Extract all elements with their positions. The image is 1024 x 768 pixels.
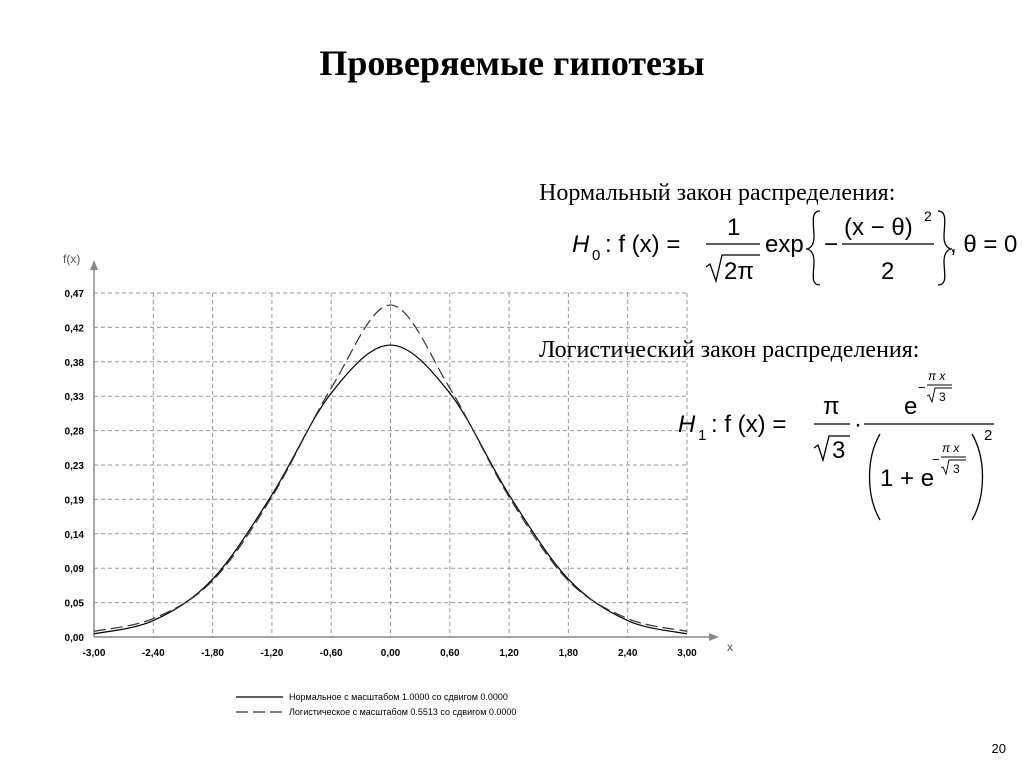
- x-tick-label: 0,00: [381, 648, 401, 659]
- h1-den-exponent-num: π x: [942, 441, 960, 455]
- x-tick-label: 3,00: [677, 648, 697, 659]
- h1-dot: ·: [854, 411, 862, 438]
- y-tick-label: 0,23: [65, 461, 85, 472]
- h1-right-paren: [971, 433, 984, 521]
- h0-exp-denominator: 2: [881, 258, 894, 285]
- x-tick-label: -1,20: [261, 648, 284, 659]
- h0-condition: , θ = 0: [950, 231, 1017, 258]
- y-tick-label: 0,33: [65, 392, 85, 403]
- h0-sqrt-sign: [705, 254, 760, 284]
- h1-e: e: [904, 393, 917, 420]
- h0-func: : f (x) =: [605, 231, 680, 258]
- y-tick-label: 0,19: [65, 495, 85, 506]
- h0-left-brace: [805, 210, 821, 286]
- x-tick-label: 2,40: [618, 648, 638, 659]
- h1-exponent-sqrt-arg: 3: [939, 390, 946, 404]
- h1-subscript: 1: [698, 427, 706, 444]
- axes: [90, 260, 719, 641]
- x-axis-arrow: [709, 633, 719, 641]
- y-tick-label: 0,05: [65, 599, 85, 610]
- y-tick-label: 0,47: [65, 289, 85, 300]
- h1-pi: π: [823, 393, 840, 420]
- tick-labels: -3,00 -2,40 -1,80 -1,20 -0,60 0,00 0,60 1,20 1,8…: [65, 289, 698, 659]
- y-tick-label: 0,28: [65, 427, 85, 438]
- grid: [94, 292, 688, 637]
- h1-heading: Логистический закон распределения:: [539, 337, 920, 363]
- x-tick-label: -1,80: [201, 648, 224, 659]
- x-tick-label: -2,40: [142, 648, 165, 659]
- h0-heading: Нормальный закон распределения:: [539, 180, 896, 206]
- slide-title: Проверяемые гипотезы: [319, 43, 705, 83]
- h1-den-exponent-sqrt: [940, 459, 966, 476]
- x-axis-label: x: [727, 640, 733, 654]
- legend: Нормальное с масштабом 1.0000 со сдвигом…: [236, 692, 516, 717]
- series-line-1: [93, 344, 688, 635]
- legend-label-2: Логистическое с масштабом 0.5513 со сдви…: [289, 707, 516, 717]
- h0-right-brace: [937, 210, 953, 286]
- h0-numerator: 1: [727, 214, 740, 241]
- h0-subscript: 0: [592, 247, 600, 264]
- h1-left-paren: [868, 433, 881, 521]
- page-number: 20: [991, 741, 1006, 756]
- y-tick-label: 0,14: [65, 530, 85, 541]
- x-tick-label: -3,00: [83, 648, 106, 659]
- h0-minus: −: [824, 231, 838, 258]
- h1-lhs: H: [678, 411, 696, 438]
- x-tick-label: -0,60: [320, 648, 343, 659]
- y-axis-arrow: [90, 260, 98, 270]
- h1-exponent-sqrt: [926, 387, 952, 404]
- h1-outer-power: 2: [984, 427, 992, 444]
- y-tick-label: 0,00: [65, 633, 85, 644]
- y-tick-label: 0,09: [65, 564, 85, 575]
- h1-den-exponent-sqrt-arg: 3: [953, 462, 960, 476]
- h1-exponent-num: π x: [928, 369, 946, 383]
- x-tick-label: 0,60: [440, 648, 460, 659]
- h1-func: : f (x) =: [711, 411, 786, 438]
- h1-den-exponent-sign: −: [932, 452, 940, 467]
- h0-denominator: 2π: [724, 258, 754, 285]
- x-tick-label: 1,20: [499, 648, 519, 659]
- series-line-2: [93, 304, 688, 632]
- h1-formula: H 1 : f (x) = π 3 · e − π x 3 1 + e − π …: [678, 369, 994, 521]
- h1-sqrt-sign: [813, 435, 850, 463]
- h1-exponent-sign: −: [918, 380, 926, 395]
- h0-formula: H 0 : f (x) = 1 2π exp − (x − θ) 2 2 , θ…: [572, 208, 1017, 286]
- y-tick-label: 0,38: [65, 358, 85, 369]
- h1-one-plus-e: 1 + e: [880, 465, 934, 492]
- y-tick-label: 0,42: [65, 323, 85, 334]
- x-tick-label: 1,80: [559, 648, 579, 659]
- series: [93, 304, 688, 635]
- h0-lhs: H: [572, 231, 590, 258]
- h0-exp: exp: [765, 231, 804, 258]
- legend-label-1: Нормальное с масштабом 1.0000 со сдвигом…: [289, 692, 508, 702]
- h0-exp-numerator: (x − θ): [844, 214, 913, 241]
- y-axis-label: f(x): [63, 252, 80, 266]
- h1-sqrt-arg: 3: [832, 437, 845, 464]
- h0-exp-power: 2: [924, 208, 932, 224]
